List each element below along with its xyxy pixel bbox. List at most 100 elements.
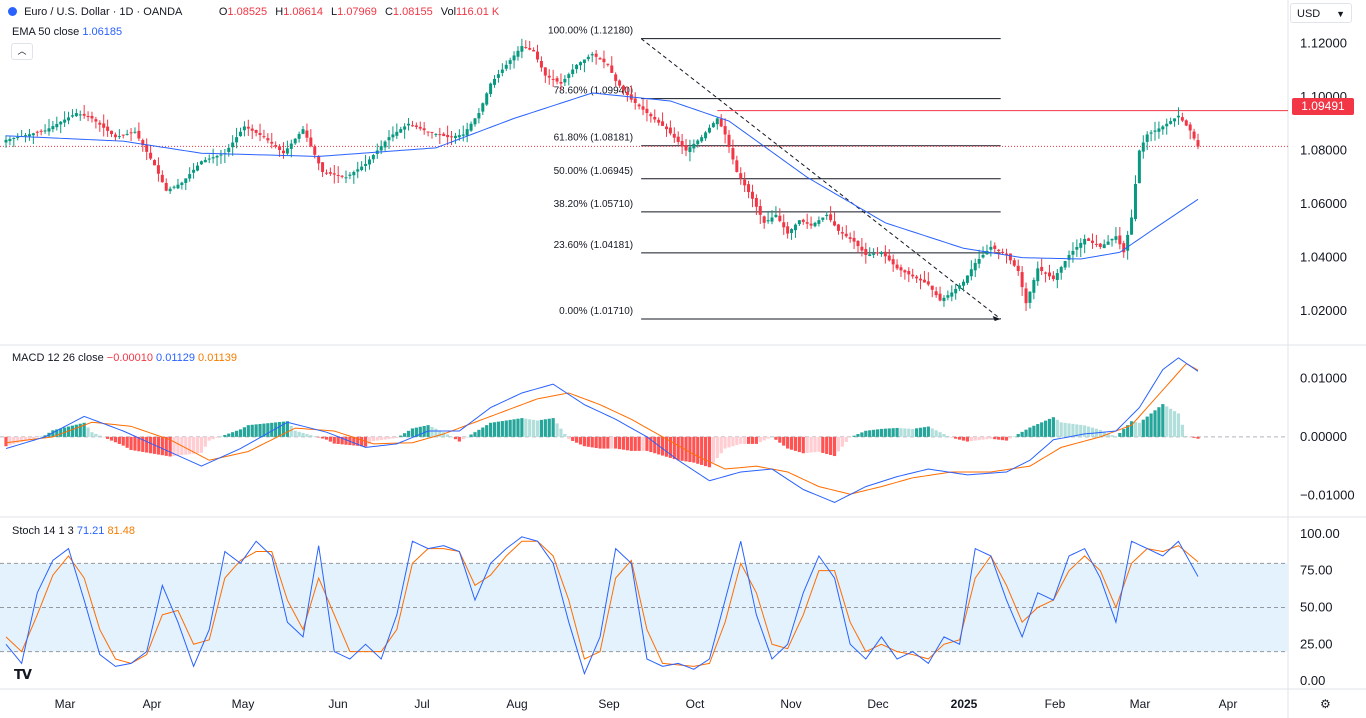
candle-body [102, 123, 106, 128]
candle-body [285, 148, 289, 154]
candle-body [1176, 115, 1180, 118]
macd-legend[interactable]: MACD 12 26 close −0.00010 0.01129 0.0113… [12, 352, 237, 364]
candle-body [192, 169, 196, 173]
macd-histogram-bar [1153, 410, 1157, 437]
macd-axis-tick: 0.01000 [1300, 370, 1347, 385]
candle-body [450, 136, 454, 138]
symbol-title[interactable]: Euro / U.S. Dollar · 1D · OANDA [24, 6, 182, 18]
candle-body [536, 51, 540, 60]
candle-body [262, 136, 266, 138]
macd-histogram-bar [43, 435, 47, 437]
currency-selector[interactable]: USD ▼ [1290, 3, 1352, 23]
macd-histogram-bar [66, 426, 71, 437]
candle-body [1126, 234, 1130, 251]
macd-histogram-bar [926, 426, 930, 437]
macd-histogram-bar [1071, 423, 1075, 437]
price-axis-tick: 1.04000 [1300, 250, 1347, 265]
symbol-icon [8, 7, 17, 16]
candle-body [579, 62, 583, 66]
candle-body [12, 137, 16, 139]
candle-body [8, 138, 12, 142]
macd-histogram-bar [438, 430, 442, 437]
price-axis-tick: 1.12000 [1300, 35, 1347, 50]
candle-body [31, 133, 35, 136]
fib-level-label: 100.00% (1.12180) [548, 26, 633, 37]
macd-histogram-bar [688, 436, 692, 463]
candle-body [465, 129, 469, 136]
candle-body [809, 223, 813, 226]
tradingview-logo[interactable]: TV [14, 668, 32, 683]
macd-histogram-bar [958, 436, 962, 440]
fib-level-label: 78.60% (1.09940) [554, 86, 634, 97]
stoch-legend[interactable]: Stoch 14 1 3 71.21 81.48 [12, 525, 135, 537]
candle-body [852, 237, 856, 242]
macd-histogram-bar [649, 436, 653, 453]
macd-histogram-bar [535, 420, 540, 437]
macd-histogram-bar [883, 428, 887, 437]
candle-body [317, 156, 321, 164]
candle-body [1094, 243, 1098, 245]
macd-histogram-bar [1063, 422, 1067, 437]
ema-legend[interactable]: EMA 50 close 1.06185 [12, 26, 122, 38]
macd-histogram-bar [465, 436, 469, 438]
fib-level-label: 61.80% (1.08181) [554, 133, 634, 144]
macd-histogram-bar [766, 436, 770, 439]
candle-body [856, 240, 860, 247]
gear-icon[interactable]: ⚙ [1320, 697, 1331, 711]
volume-value: 116.01 K [456, 6, 500, 18]
candle-body [35, 131, 39, 133]
time-axis-tick: Mar [1130, 697, 1151, 711]
candle-body [700, 137, 704, 142]
candle-body [1063, 261, 1067, 268]
candle-body [1083, 238, 1087, 245]
macd-histogram-bar [782, 436, 786, 446]
collapse-legend-button[interactable]: ︿ [11, 43, 33, 60]
candle-body [477, 113, 481, 119]
macd-histogram-bar [1129, 421, 1134, 437]
candle-body [348, 174, 352, 176]
high-label: H [275, 6, 284, 18]
candle-body [27, 134, 31, 137]
candle-body [817, 220, 821, 224]
macd-histogram-bar [895, 427, 899, 437]
macd-histogram-bar [692, 436, 696, 463]
candle-body [344, 177, 348, 179]
candle-body [645, 108, 649, 114]
candle-body [188, 174, 192, 179]
ema-label: EMA 50 close [12, 26, 80, 38]
time-axis-tick: Jul [414, 697, 429, 711]
macd-histogram-bar [371, 436, 375, 442]
fib-level-label: 23.60% (1.04181) [554, 240, 634, 251]
candle-body [70, 115, 74, 117]
macd-histogram-bar [524, 418, 528, 437]
candle-body [1122, 243, 1126, 253]
candle-body [1130, 217, 1134, 235]
macd-histogram-bar [707, 436, 712, 468]
fib-level-label: 38.20% (1.05710) [554, 199, 634, 210]
candle-body [508, 60, 512, 64]
price-axis-tick: 1.08000 [1300, 143, 1347, 158]
macd-histogram-bar [191, 436, 196, 454]
macd-histogram-bar [1086, 426, 1091, 437]
candle-body [782, 222, 786, 228]
macd-histogram-bar [762, 436, 766, 441]
macd-histogram-bar [555, 423, 559, 437]
candle-body [1102, 244, 1106, 249]
candle-body [281, 150, 285, 154]
macd-histogram-bar [207, 436, 211, 441]
candle-body [168, 188, 172, 192]
macd-histogram-bar [985, 436, 989, 440]
candle-body [598, 58, 602, 60]
candle-body [305, 130, 309, 138]
macd-histogram-bar [852, 435, 856, 437]
candle-body [1196, 140, 1200, 147]
candle-body [504, 64, 508, 69]
macd-histogram-bar [113, 436, 118, 443]
macd-histogram-bar [457, 436, 461, 442]
candle-body [434, 133, 438, 135]
macd-histogram-bar [461, 436, 465, 440]
candle-body [121, 134, 125, 136]
candle-body [766, 220, 770, 222]
candle-body [457, 135, 461, 138]
